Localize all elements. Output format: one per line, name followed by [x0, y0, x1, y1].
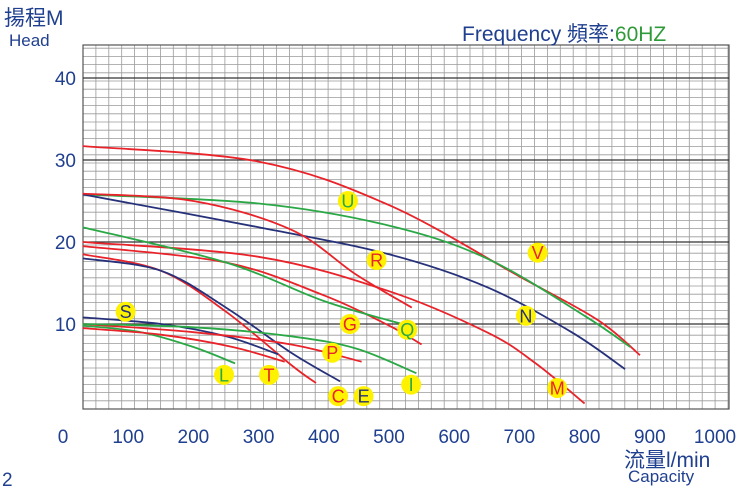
x-tick-label: 800: [569, 427, 601, 448]
curve-e: [82, 257, 341, 383]
curve-label-badge-c: [328, 386, 349, 407]
curve-label-badge-r: [366, 250, 387, 271]
curve-label-v: V: [532, 243, 544, 263]
curve-c: [82, 253, 317, 384]
curve-g: [82, 245, 423, 346]
curve-label-badge-s: [115, 301, 136, 322]
curve-label-i: I: [409, 375, 414, 395]
curve-label-u: U: [341, 192, 354, 212]
curve-label-g: G: [343, 315, 357, 335]
x-axis-title-en: Capacity: [628, 467, 695, 486]
curve-label-badge-t: [259, 364, 280, 385]
curve-i: [82, 323, 417, 375]
curve-label-s: S: [120, 302, 132, 322]
curve-label-p: P: [326, 343, 338, 363]
y-axis-title-cn: 揚程M: [4, 7, 64, 30]
curve-s: [82, 316, 279, 356]
x-tick-label: 300: [243, 427, 275, 448]
y-tick-label: 40: [55, 69, 76, 90]
curve-label-q: Q: [400, 320, 414, 340]
curve-n: [82, 193, 626, 370]
x-tick-label: 600: [438, 427, 470, 448]
y-tick-label: 30: [55, 151, 76, 172]
curve-r: [82, 192, 413, 309]
curve-label-badge-u: [337, 191, 358, 211]
corner-page-number: 2: [2, 470, 13, 491]
curve-label-m: M: [550, 378, 565, 398]
y-tick-label: 10: [55, 315, 76, 336]
x-tick-label: 1000: [694, 427, 736, 448]
curve-l: [82, 324, 236, 365]
x-tick-label: 100: [112, 427, 144, 448]
curve-label-badge-i: [401, 374, 422, 395]
frequency-label: Frequency 頻率:60HZ: [462, 18, 666, 48]
curve-label-badge-l: [214, 364, 235, 385]
curve-m: [82, 241, 586, 405]
y-axis-title-en: Head: [9, 31, 50, 50]
curve-label-badge-q: [397, 319, 418, 340]
curve-t: [82, 327, 285, 363]
curve-label-c: C: [332, 387, 345, 407]
curve-label-badge-p: [322, 342, 343, 363]
curve-v: [82, 145, 641, 356]
curve-label-badge-g: [339, 314, 360, 334]
x-tick-label: 200: [178, 427, 210, 448]
curve-label-badge-m: [547, 377, 568, 398]
curve-label-badge-e: [353, 386, 374, 407]
curve-label-r: R: [370, 251, 383, 271]
curve-label-badge-v: [527, 242, 548, 263]
frequency-text: Frequency 頻率:: [462, 23, 615, 46]
x-tick-label: 400: [308, 427, 340, 448]
curve-labels: V U N R M G Q C E S L T P I: [115, 191, 568, 407]
x-tick-label: 900: [634, 427, 666, 448]
curve-label-badge-n: [515, 305, 536, 326]
curve-label-l: L: [219, 365, 229, 385]
frequency-value: 60HZ: [614, 23, 667, 46]
curve-label-n: N: [519, 306, 532, 326]
y-tick-label: 20: [55, 233, 76, 254]
curve-label-e: E: [358, 387, 370, 407]
x-tick-label: 700: [504, 427, 536, 448]
curve-q: [82, 226, 403, 325]
curve-label-t: T: [264, 365, 275, 385]
x-tick-label: 0: [58, 427, 69, 448]
x-tick-label: 500: [373, 427, 405, 448]
x-axis-title-cn: 流量l/min: [624, 449, 711, 472]
curve-u: [82, 193, 631, 348]
